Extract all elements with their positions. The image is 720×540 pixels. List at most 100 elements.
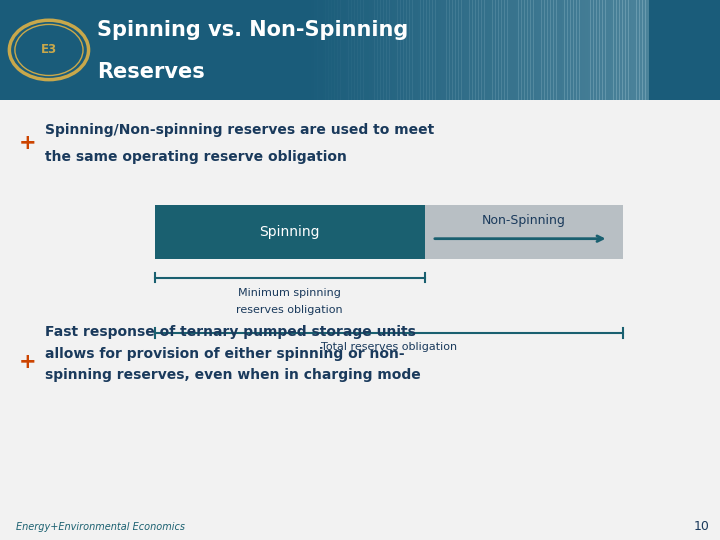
Text: Minimum spinning: Minimum spinning <box>238 288 341 298</box>
Bar <box>472 0 476 100</box>
Bar <box>425 205 623 259</box>
Bar <box>539 0 542 100</box>
Bar <box>570 0 574 100</box>
Bar <box>622 0 626 100</box>
Bar <box>343 0 346 100</box>
Bar <box>389 0 392 100</box>
Bar <box>420 0 424 100</box>
Bar <box>429 0 433 100</box>
Bar <box>490 0 493 100</box>
Bar <box>435 0 438 100</box>
Bar <box>634 0 637 100</box>
Text: spinning reserves, even when in charging mode: spinning reserves, even when in charging… <box>45 368 420 382</box>
Bar <box>573 0 577 100</box>
Text: +: + <box>19 133 36 153</box>
Bar <box>501 0 505 100</box>
Bar <box>576 0 580 100</box>
Bar <box>492 0 496 100</box>
Bar <box>444 0 447 100</box>
Bar <box>553 0 557 100</box>
Bar <box>317 0 320 100</box>
Bar <box>449 0 453 100</box>
Bar <box>392 0 395 100</box>
Bar <box>366 0 369 100</box>
Bar <box>383 0 387 100</box>
Bar <box>412 0 415 100</box>
Bar <box>346 0 349 100</box>
Bar <box>582 0 585 100</box>
Bar <box>599 0 603 100</box>
Bar <box>334 0 338 100</box>
Bar <box>556 0 559 100</box>
Bar <box>406 0 410 100</box>
Bar <box>446 0 450 100</box>
Bar <box>628 0 631 100</box>
Text: Energy+Environmental Economics: Energy+Environmental Economics <box>16 522 185 531</box>
Bar <box>619 0 623 100</box>
Bar <box>596 0 600 100</box>
Bar <box>360 0 364 100</box>
Bar <box>357 0 361 100</box>
Bar <box>441 0 444 100</box>
Bar <box>559 0 562 100</box>
Bar <box>616 0 620 100</box>
Bar <box>380 0 384 100</box>
Bar <box>337 0 341 100</box>
Text: Spinning: Spinning <box>259 225 320 239</box>
Bar <box>0 100 720 540</box>
Bar <box>524 0 528 100</box>
Bar <box>504 0 508 100</box>
Bar <box>636 0 640 100</box>
Bar <box>328 0 332 100</box>
Bar <box>386 0 390 100</box>
Bar <box>518 0 522 100</box>
Bar <box>498 0 502 100</box>
Bar <box>487 0 490 100</box>
Bar <box>567 0 571 100</box>
Bar <box>611 0 614 100</box>
Bar <box>605 0 608 100</box>
Bar <box>155 205 425 259</box>
Bar <box>397 0 401 100</box>
Bar <box>513 0 516 100</box>
Bar <box>588 0 591 100</box>
Bar <box>320 0 323 100</box>
Bar <box>305 0 309 100</box>
Bar <box>302 0 306 100</box>
Bar <box>348 0 352 100</box>
Text: Spinning/Non-spinning reserves are used to meet: Spinning/Non-spinning reserves are used … <box>45 123 434 137</box>
Bar <box>369 0 372 100</box>
Bar <box>372 0 375 100</box>
Text: Reserves: Reserves <box>97 62 205 82</box>
Text: Total reserves obligation: Total reserves obligation <box>320 342 457 353</box>
Bar <box>602 0 606 100</box>
Text: Non-Spinning: Non-Spinning <box>482 214 566 227</box>
Bar <box>527 0 531 100</box>
Bar <box>495 0 499 100</box>
Bar <box>475 0 479 100</box>
Bar <box>608 0 611 100</box>
Bar <box>403 0 407 100</box>
Bar <box>464 0 467 100</box>
Bar <box>585 0 588 100</box>
Bar <box>395 0 398 100</box>
Bar <box>631 0 634 100</box>
Bar <box>547 0 551 100</box>
Bar <box>314 0 318 100</box>
Bar <box>541 0 545 100</box>
Bar <box>550 0 554 100</box>
Bar <box>536 0 539 100</box>
Text: reserves obligation: reserves obligation <box>236 305 343 315</box>
Bar <box>533 0 536 100</box>
Text: 10: 10 <box>694 520 710 533</box>
Bar <box>340 0 343 100</box>
Bar <box>311 0 315 100</box>
Bar <box>593 0 597 100</box>
Bar <box>351 0 355 100</box>
Bar <box>374 0 378 100</box>
Bar <box>325 0 329 100</box>
Text: allows for provision of either spinning or non-: allows for provision of either spinning … <box>45 347 404 361</box>
Bar <box>590 0 594 100</box>
Bar <box>363 0 366 100</box>
Text: Spinning vs. Non-Spinning: Spinning vs. Non-Spinning <box>97 20 408 40</box>
